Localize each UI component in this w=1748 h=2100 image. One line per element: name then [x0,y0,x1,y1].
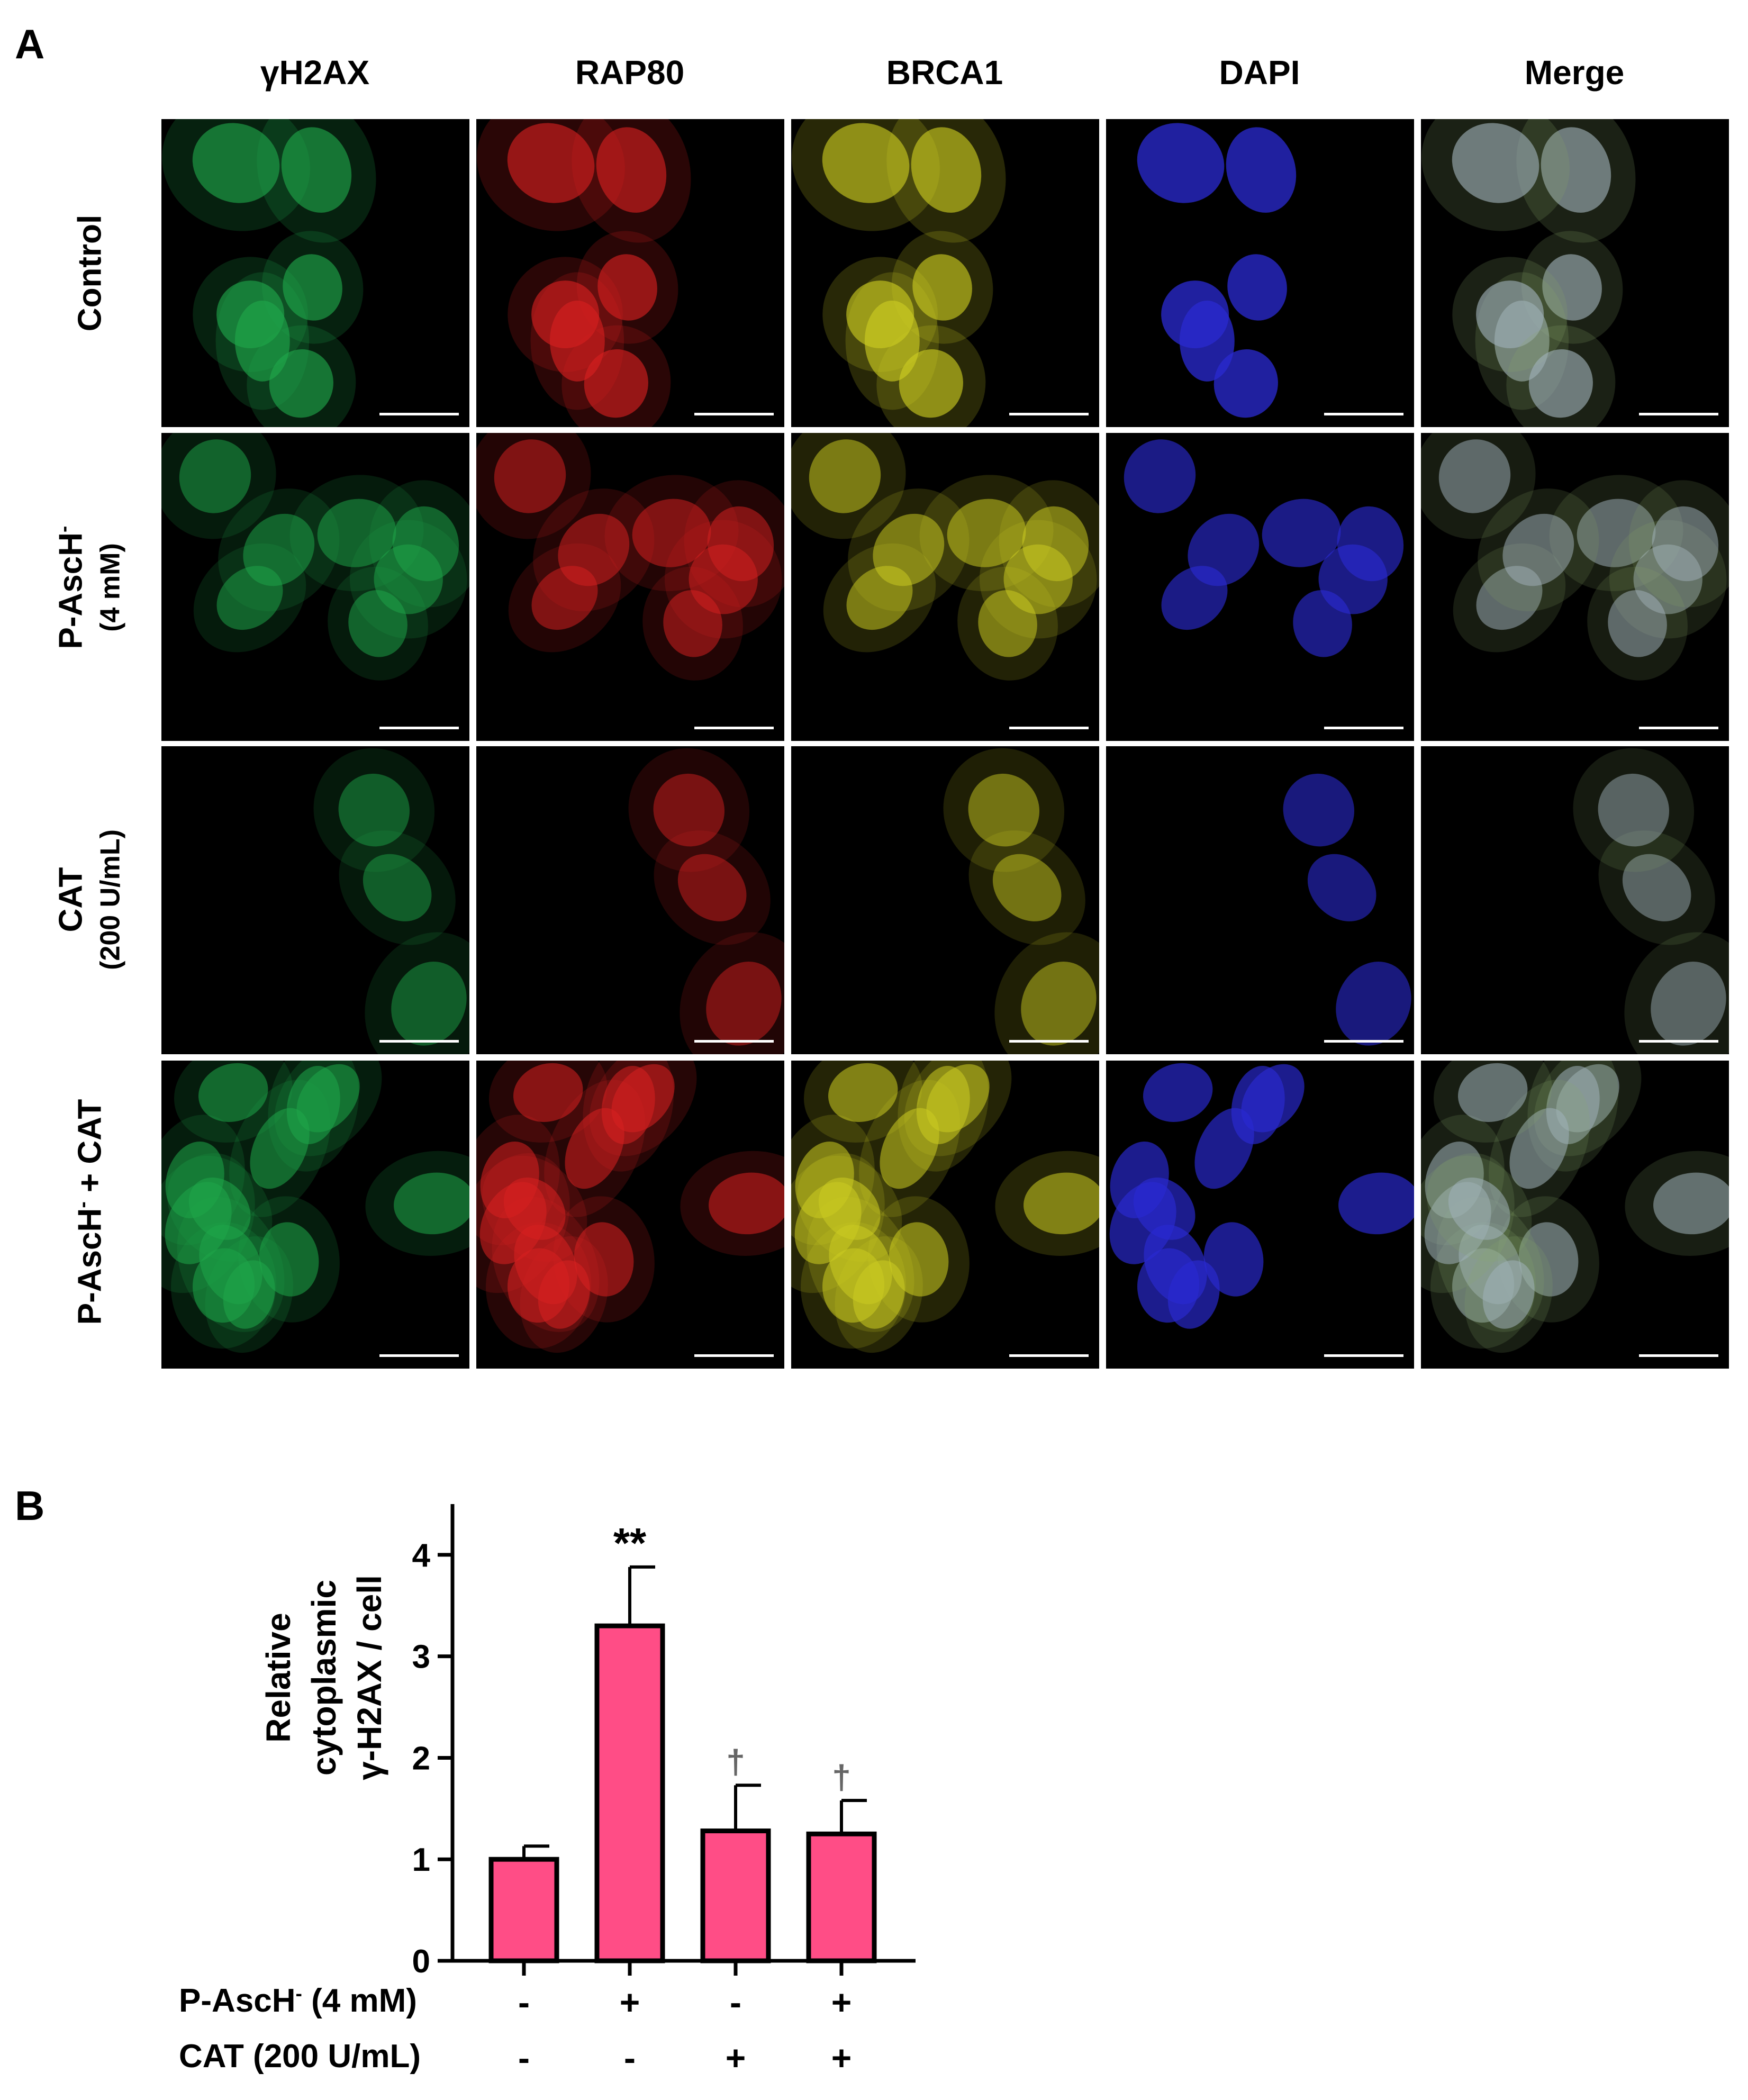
bar-1 [488,1857,559,1963]
scale-bar [1324,1040,1403,1043]
significance-label-4: † [832,1758,851,1796]
scale-bar [1639,1040,1718,1043]
condition-label-cat: CAT (200 U/mL) [179,2038,421,2075]
condition-sign-row2-col4: + [831,2038,852,2077]
scale-bar [1009,727,1089,729]
micrograph-rap80-row-3 [476,746,784,1054]
y-axis-label-line-3: γ-H2AX / cell [350,1575,388,1780]
panel-a-letter: A [15,21,45,67]
scale-bar [1009,1354,1089,1357]
y-tick-label: 0 [412,1943,430,1980]
micrograph-dapi-row-2 [1106,433,1414,741]
condition-sign-row2-col1: - [518,2038,530,2077]
scale-bar [1009,413,1089,415]
column-header-rap80: RAP80 [575,53,685,92]
y-tick-label: 4 [412,1537,431,1574]
scale-bar [379,1040,459,1043]
condition-sign-row1-col1: - [518,1983,530,2022]
micrograph-brca1-row-1 [791,119,1099,427]
micrograph-brca1-row-3 [791,746,1099,1054]
panel-b-letter: B [15,1482,45,1529]
column-header-dapi: DAPI [1219,53,1300,92]
scale-bar [379,1354,459,1357]
bar-2 [594,1623,665,1963]
scale-bar [1639,413,1718,415]
scale-bar [1324,413,1403,415]
micrograph-merge-row-3 [1421,746,1729,1054]
condition-sign-row2-col3: + [725,2038,746,2077]
y-axis-label-line-2: cytoplasmic [305,1580,343,1776]
scale-bar [694,727,774,729]
scale-bar [1324,1354,1403,1357]
micrograph-gh2ax-row-2 [161,433,469,741]
scale-bar [694,413,774,415]
micrograph-merge-row-2 [1421,433,1729,741]
y-axis-label-line-1: Relative [259,1613,297,1742]
micrograph-brca1-row-2 [791,433,1099,741]
significance-label-3: † [726,1743,745,1781]
micrograph-rap80-row-4 [476,1061,784,1369]
micrograph-gh2ax-row-3 [161,746,469,1054]
scale-bar [379,413,459,415]
micrograph-dapi-row-3 [1106,746,1414,1054]
column-header-brca1: BRCA1 [886,53,1003,92]
column-header-merge: Merge [1524,53,1625,92]
condition-sign-row1-col2: + [619,1983,640,2022]
micrograph-merge-row-1 [1421,119,1729,427]
scale-bar [1639,1354,1718,1357]
condition-sign-row1-col4: + [831,1983,852,2022]
micrograph-brca1-row-4 [791,1061,1099,1369]
condition-label-pasch: P-AscH- (4 mM) [179,1982,417,2019]
scale-bar [694,1354,774,1357]
condition-sign-row1-col3: - [730,1983,741,2022]
chart-axes: 0 1 2 3 4 [412,1504,916,1980]
scale-bar [1009,1040,1089,1043]
y-tick-label: 2 [412,1740,430,1777]
scale-bar [1639,727,1718,729]
micrograph-gh2ax-row-4 [161,1061,469,1369]
scale-bar [694,1040,774,1043]
condition-sign-row2-col2: - [624,2038,636,2077]
bar-4 [806,1831,877,1963]
micrograph-gh2ax-row-1 [161,119,469,427]
micrograph-dapi-row-4 [1106,1061,1414,1369]
bar-3 [700,1829,771,1963]
micrograph-dapi-row-1 [1106,119,1414,427]
significance-label-2: ** [613,1519,647,1567]
scale-bar [379,727,459,729]
column-header-gh2ax: γH2AX [260,53,370,92]
micrograph-rap80-row-2 [476,433,784,741]
y-tick-label: 1 [412,1842,430,1878]
chart-marks: ** † † [488,1519,877,1963]
scale-bar [1324,727,1403,729]
y-tick-label: 3 [412,1639,430,1676]
micrograph-merge-row-4 [1421,1061,1729,1369]
micrograph-rap80-row-1 [476,119,784,427]
